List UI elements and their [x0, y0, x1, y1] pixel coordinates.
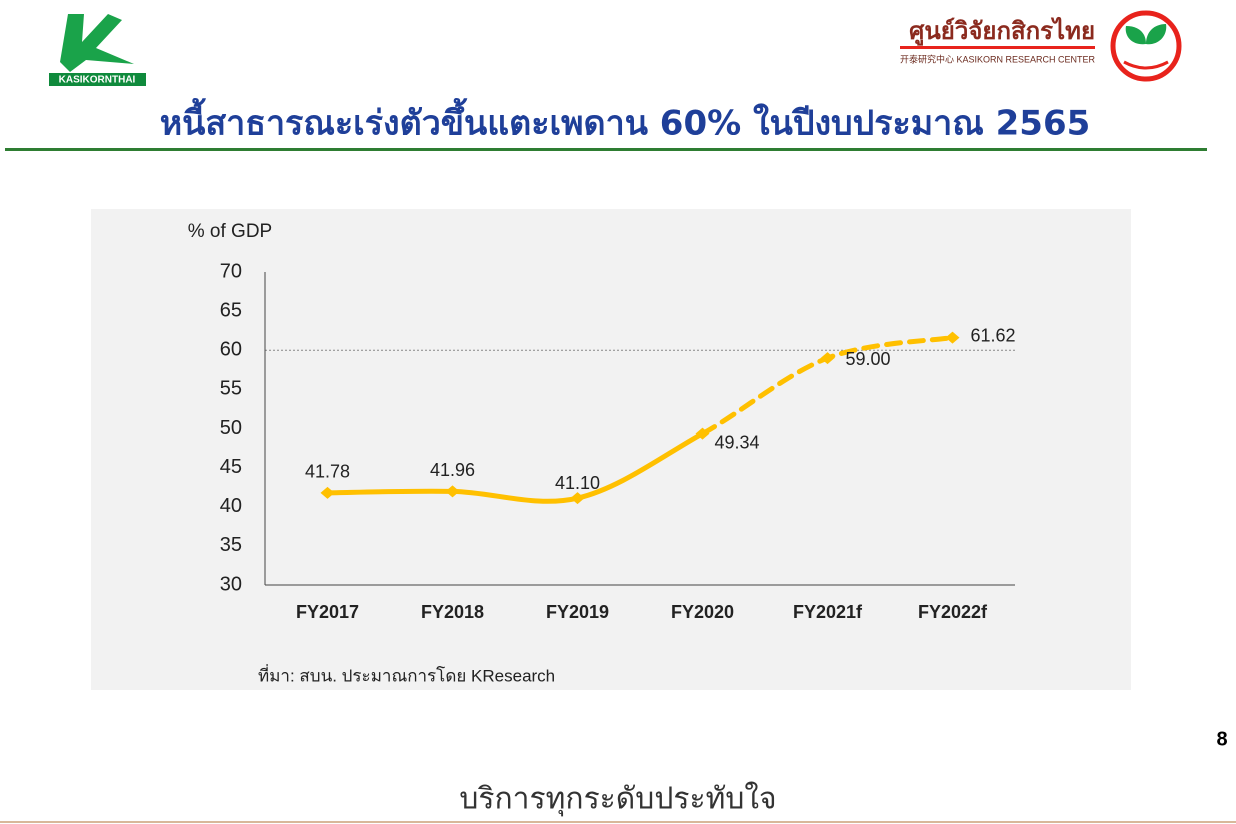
value-label: 61.62 — [971, 325, 1016, 345]
logo-mark — [60, 14, 134, 72]
value-label: 41.10 — [555, 473, 600, 493]
brand-sub: 开泰研究中心 KASIKORN RESEARCH CENTER — [900, 53, 1096, 64]
brand-underline — [900, 46, 1095, 49]
value-label: 59.00 — [846, 349, 891, 369]
brand-thai: ศูนย์วิจัยกสิกรไทย — [909, 16, 1095, 46]
point-marker — [695, 427, 710, 440]
y-axis-label: % of GDP — [188, 221, 272, 242]
value-label: 41.96 — [430, 460, 475, 480]
value-label: 41.78 — [305, 462, 350, 482]
source-note: ที่มา: สบน. ประมาณการโดย KResearch — [258, 663, 555, 685]
point-marker — [945, 331, 960, 344]
footer-slogan: บริการทุกระดับประทับใจ — [459, 782, 776, 818]
brand-wave — [1123, 60, 1169, 70]
point-marker — [820, 352, 835, 365]
y-tick-label: 35 — [220, 534, 242, 556]
y-tick-label: 45 — [220, 456, 242, 478]
logo-bar — [49, 73, 146, 86]
chart-panel — [91, 209, 1131, 690]
footer-rule — [0, 821, 1236, 823]
slide-title: หนี้สาธารณะเร่งตัวขึ้นแตะเพดาน 60% ในปีง… — [160, 98, 1091, 144]
x-tick-label: FY2017 — [296, 602, 359, 622]
point-marker — [320, 486, 335, 499]
line-solid — [325, 431, 705, 504]
title-rule — [5, 148, 1207, 151]
x-tick-label: FY2021f — [793, 602, 863, 622]
y-tick-label: 40 — [220, 495, 242, 517]
y-tick-label: 55 — [220, 378, 242, 400]
y-tick-label: 65 — [220, 299, 242, 321]
brand-leaf — [1125, 24, 1167, 72]
y-tick-label: 70 — [220, 260, 242, 282]
x-tick-label: FY2022f — [918, 602, 988, 622]
x-tick-label: FY2019 — [546, 602, 609, 622]
value-label: 49.34 — [715, 432, 760, 452]
point-marker — [570, 492, 585, 505]
y-tick-label: 30 — [220, 573, 242, 595]
y-tick-label: 50 — [220, 417, 242, 439]
y-tick-label: 60 — [220, 339, 242, 361]
logo-text: KASIKORNTHAI — [59, 75, 136, 86]
plot: 30 35 40 45 50 55 60 65 70 FY2017 FY2018 FY2019 FY20… — [220, 260, 1016, 621]
page-number: 8 — [1216, 728, 1227, 750]
x-tick-label: FY2020 — [671, 602, 734, 622]
point-marker — [445, 485, 460, 498]
x-tick-label: FY2018 — [421, 602, 484, 622]
